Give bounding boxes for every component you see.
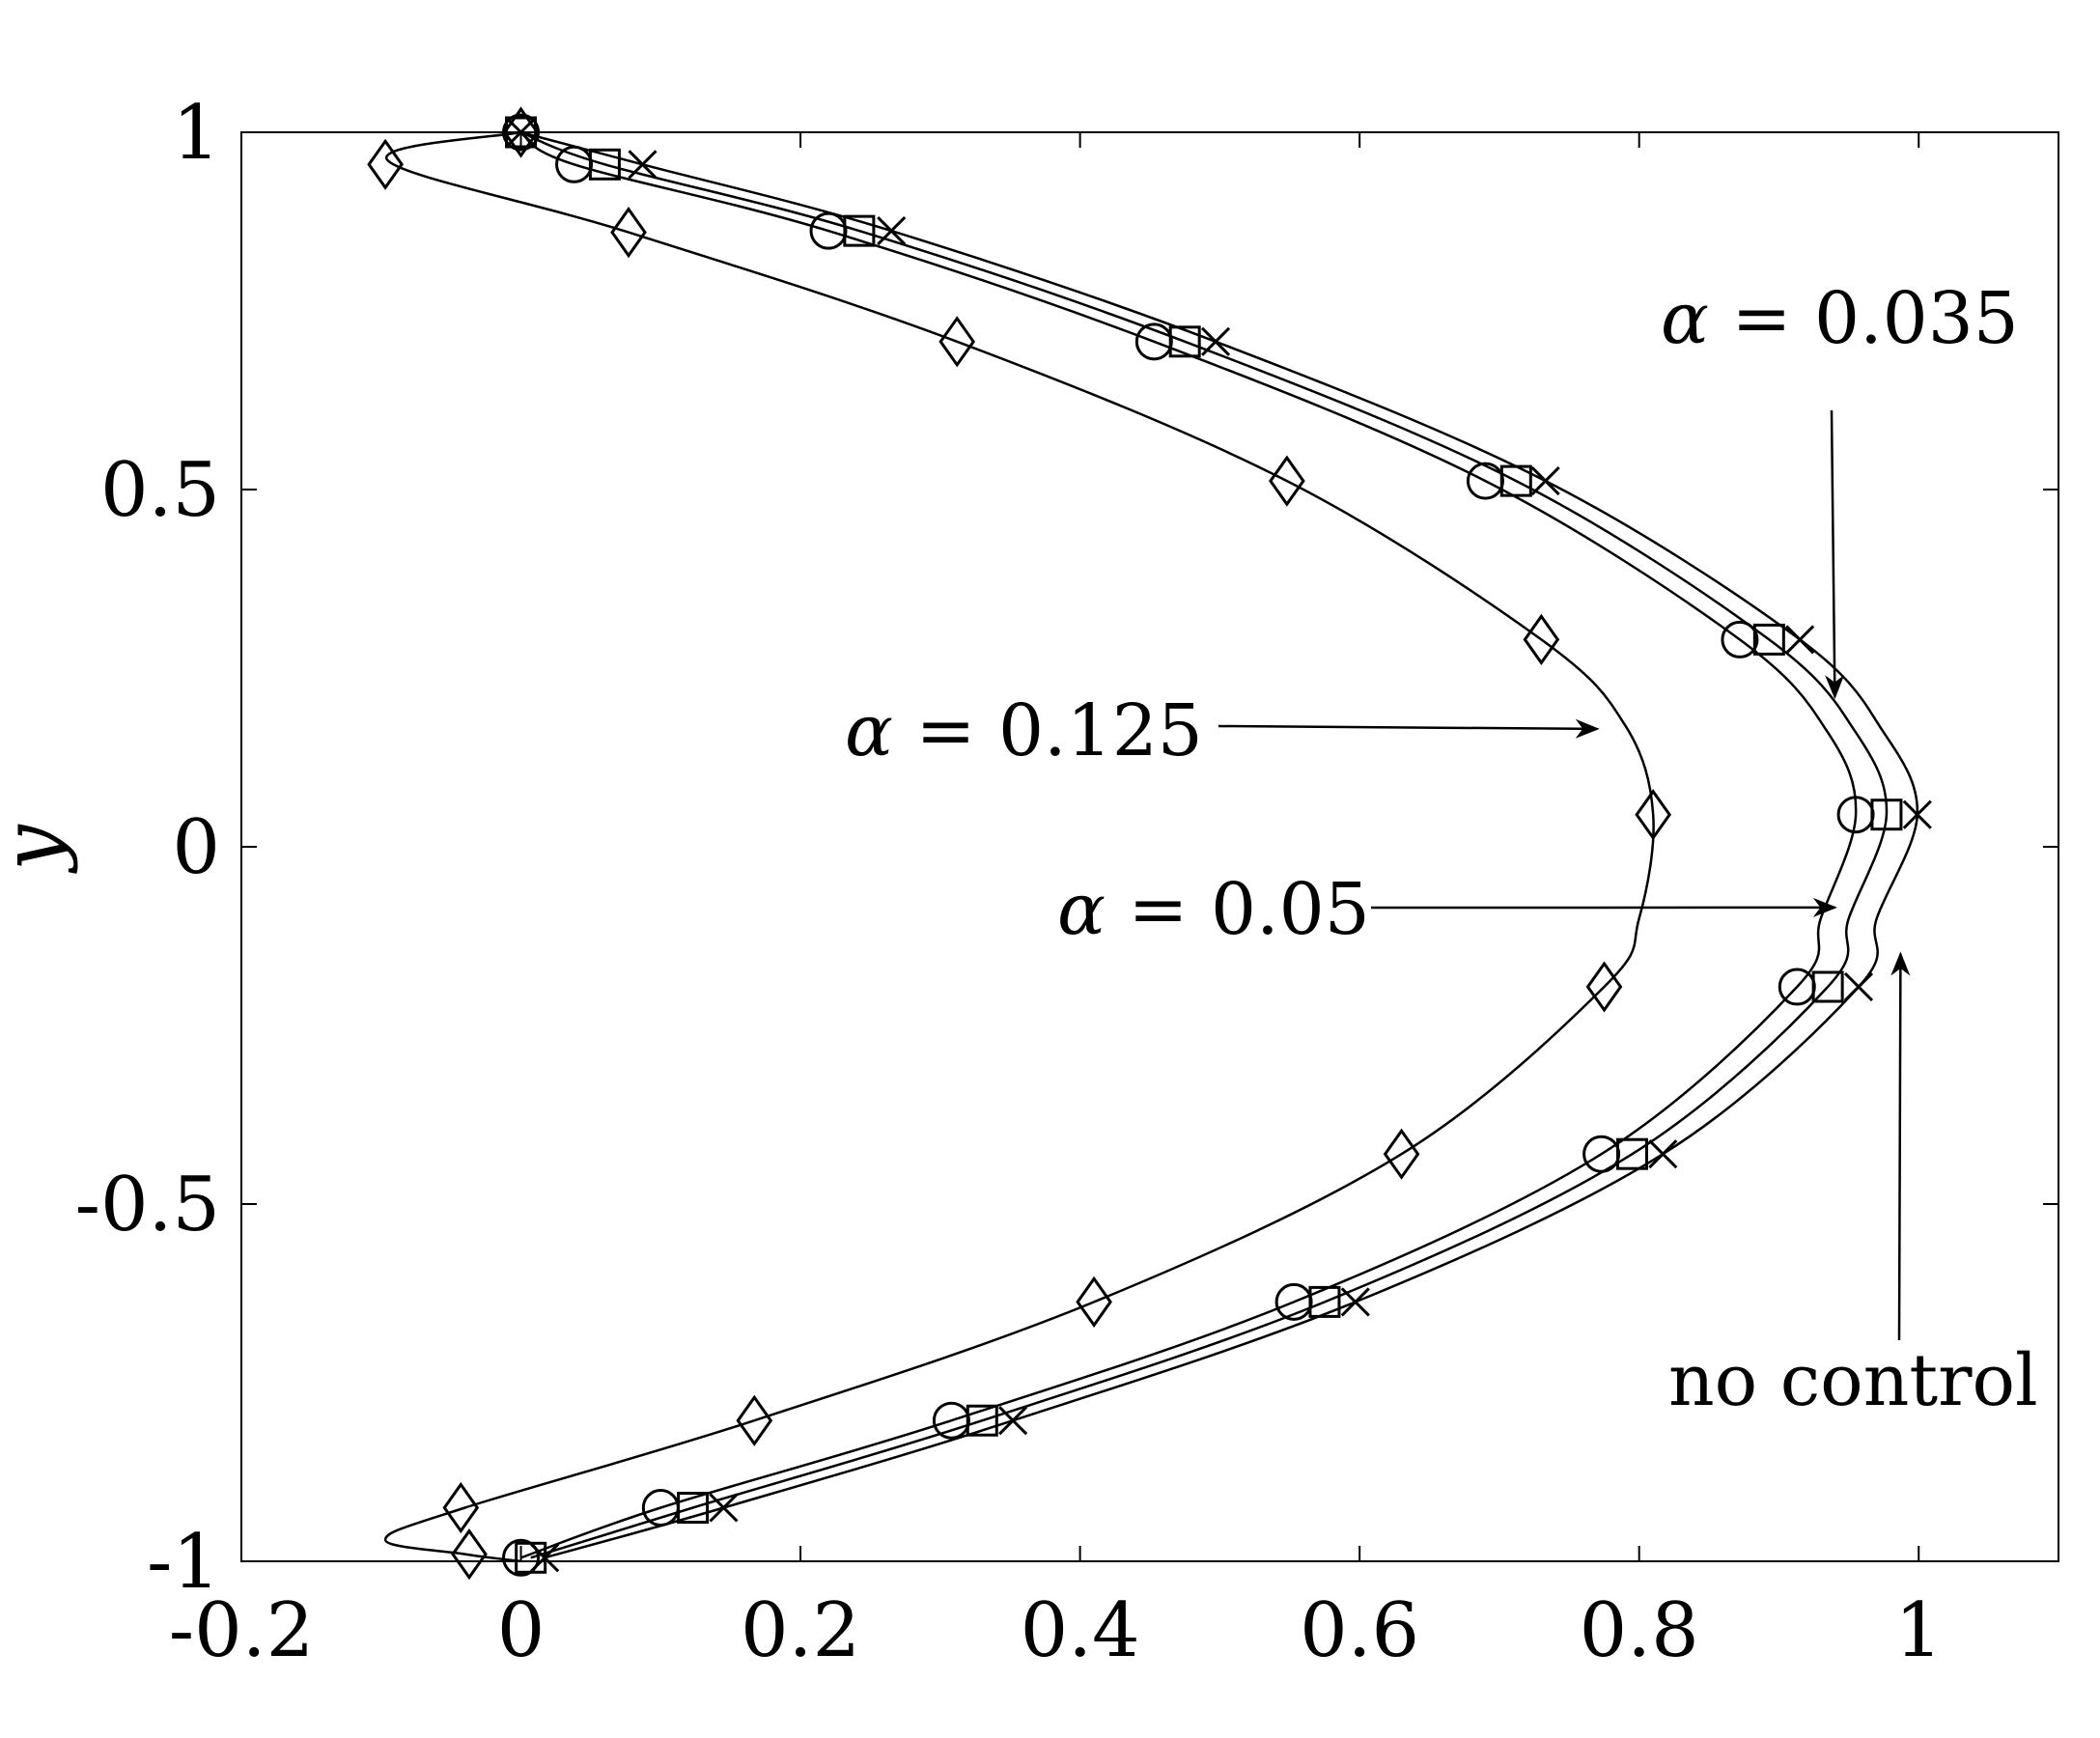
x-tick-label: 0.8 (1580, 1587, 1699, 1674)
annotation-arrow (1218, 718, 1600, 739)
marker-diamond (442, 1481, 480, 1534)
marker-diamond (1076, 1275, 1112, 1328)
marker-diamond (610, 207, 647, 259)
marker-x (1530, 466, 1560, 496)
x-tick-label: 0 (497, 1587, 546, 1674)
series-line-square (520, 130, 1889, 1559)
marker-circle (1836, 796, 1875, 834)
marker-square (505, 116, 538, 149)
marker-diamond (1523, 613, 1560, 665)
marker-circle (555, 145, 594, 183)
y-axis-label: y (0, 824, 79, 875)
marker-x (1648, 1139, 1678, 1169)
marker-circle (809, 211, 848, 250)
annotation-symbol: α (1057, 868, 1106, 951)
marker-circle (932, 1401, 970, 1440)
marker-circle (1778, 967, 1816, 1006)
series-line-circle (519, 130, 1858, 1559)
x-tick-label: 0.6 (1300, 1587, 1419, 1674)
marker-diamond (1585, 961, 1623, 1013)
y-tick-label: 0 (172, 804, 220, 891)
series-line-diamond (383, 130, 1655, 1563)
series-markers-diamond (367, 106, 1672, 1581)
y-tick-label: -1 (147, 1519, 220, 1606)
marker-diamond (938, 316, 976, 368)
marker-x (877, 216, 907, 246)
marker-circle (1582, 1135, 1621, 1173)
marker-circle (1274, 1282, 1313, 1321)
annotation-text: = 0.125 (893, 689, 1203, 772)
marker-circle (502, 1538, 541, 1577)
annotation-symbol: α (1661, 277, 1709, 360)
annotation-symbol: α (845, 689, 893, 772)
annotation-text: = 0.05 (1106, 868, 1370, 951)
annotation-label: α = 0.125 (845, 689, 1203, 772)
marker-circle (1134, 322, 1173, 361)
annotation-arrow (1825, 409, 1845, 700)
annotation-label: α = 0.05 (1057, 868, 1370, 951)
marker-x (709, 1493, 739, 1523)
y-tick-label: -0.5 (75, 1162, 220, 1248)
x-tick-label: -0.2 (169, 1587, 314, 1674)
x-tick-label: 0.4 (1021, 1587, 1140, 1674)
marker-x (1785, 625, 1815, 655)
marker-diamond (736, 1394, 773, 1446)
annotation-text: = 0.035 (1709, 277, 2019, 360)
marker-x (1902, 799, 1932, 829)
marker-circle (1721, 620, 1759, 659)
annotation-label: no control (1668, 1339, 2038, 1422)
x-tick-label: 0.2 (741, 1587, 860, 1674)
marker-circle (641, 1489, 680, 1527)
marker-square (1752, 623, 1785, 656)
y-tick-label: 1 (172, 90, 220, 177)
y-tick-label: 0.5 (100, 447, 220, 534)
marker-diamond (367, 138, 404, 190)
marker-diamond (1269, 455, 1305, 507)
marker-x (998, 1406, 1028, 1436)
marker-diamond (1383, 1128, 1420, 1180)
marker-circle (1466, 462, 1504, 500)
marker-diamond (502, 106, 540, 158)
x-tick-label: 1 (1894, 1587, 1943, 1674)
marker-x (1200, 326, 1231, 356)
marker-x (1843, 971, 1874, 1002)
marker-x (628, 150, 658, 180)
annotation-arrow (1890, 951, 1911, 1341)
marker-diamond (451, 1528, 488, 1581)
annotation-label: α = 0.035 (1661, 277, 2019, 360)
annotation-text: no control (1668, 1339, 2038, 1422)
series-markers-circle (502, 113, 1875, 1577)
marker-diamond (1635, 789, 1672, 841)
marker-x (1340, 1287, 1370, 1317)
